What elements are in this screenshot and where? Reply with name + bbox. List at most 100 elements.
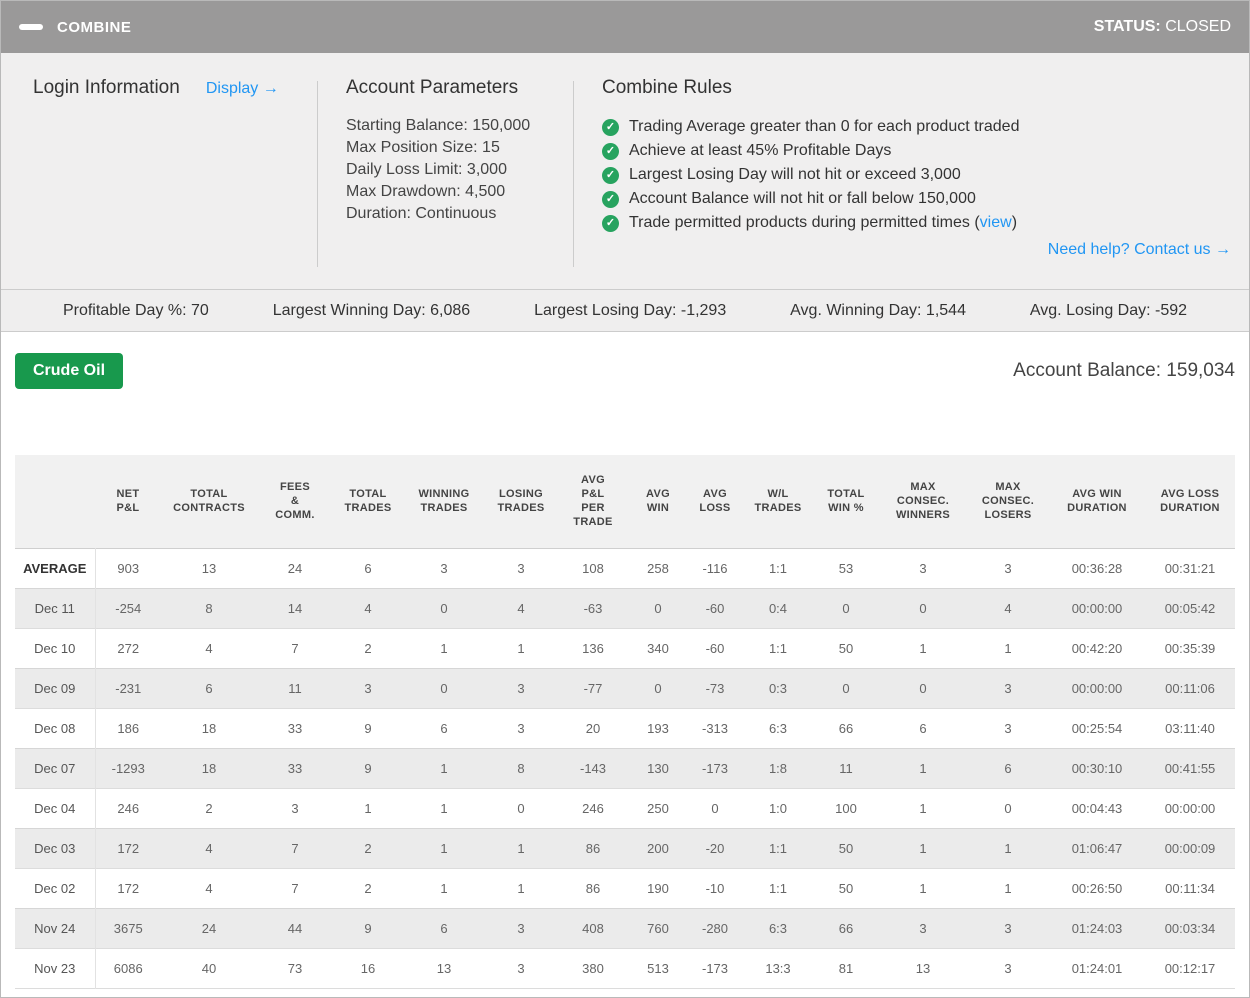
account-balance: Account Balance: 159,034 bbox=[1013, 360, 1235, 381]
table-cell: 40 bbox=[161, 947, 257, 988]
table-cell: 2 bbox=[161, 787, 257, 828]
table-cell: 100 bbox=[813, 787, 879, 828]
row-label: AVERAGE bbox=[15, 547, 96, 588]
contact-us-link[interactable]: Need help? Contact us → bbox=[1047, 241, 1231, 258]
table-cell: 24 bbox=[161, 907, 257, 948]
display-link[interactable]: Display → bbox=[205, 80, 279, 97]
table-cell: 1 bbox=[879, 747, 967, 788]
table-cell: 00:00:00 bbox=[1049, 667, 1145, 708]
column-header: TOTAL CONTRACTS bbox=[161, 455, 257, 548]
table-cell: 11 bbox=[813, 747, 879, 788]
table-cell: 3 bbox=[967, 947, 1049, 988]
table-cell: 3 bbox=[967, 907, 1049, 948]
column-header bbox=[15, 455, 95, 548]
window-title: COMBINE bbox=[57, 18, 132, 36]
combine-rule-item: ✓ Account Balance will not hit or fall be… bbox=[602, 187, 1233, 211]
check-icon: ✓ bbox=[602, 118, 619, 136]
table-cell: 0 bbox=[813, 587, 879, 628]
minimize-icon[interactable] bbox=[19, 24, 43, 30]
table-row: Dec 08 186 18 33 9 6 3 20 193 -313 6:3 66 6 3 00:25:54… bbox=[15, 707, 1235, 748]
table-cell: 1 bbox=[879, 867, 967, 908]
table-cell: 0 bbox=[967, 787, 1049, 828]
table-cell: 00:42:20 bbox=[1049, 627, 1145, 668]
table-row: AVERAGE 903 13 24 6 3 3 108 258 -116 1:1 53 3 3 00:36:… bbox=[15, 547, 1235, 588]
table-cell: 6 bbox=[879, 707, 967, 748]
table-cell: 01:24:01 bbox=[1049, 947, 1145, 988]
combine-rule-item: ✓ Achieve at least 45% Profitable Days bbox=[602, 139, 1233, 163]
account-parameters-heading: Account Parameters bbox=[346, 77, 519, 98]
table-row: Dec 02 172 4 7 2 1 1 86 190 -10 1:1 50 1 1 00:26:50 00:… bbox=[15, 867, 1235, 908]
table-cell: 1 bbox=[485, 867, 557, 908]
table-cell: 73 bbox=[257, 947, 333, 988]
table-cell: 3 bbox=[333, 667, 403, 708]
table-cell: 8 bbox=[161, 587, 257, 628]
table-cell: 8 bbox=[485, 747, 557, 788]
column-header: NET P&L bbox=[95, 455, 161, 548]
stat-item: Avg. Winning Day: 1,544 bbox=[790, 301, 966, 319]
product-tab-crude-oil[interactable]: Crude Oil bbox=[15, 353, 124, 389]
table-cell: 20 bbox=[557, 707, 629, 748]
table-cell: 2 bbox=[333, 827, 403, 868]
account-parameters-section: Account Parameters Starting Balance: 150… bbox=[318, 77, 573, 289]
stat-item: Largest Winning Day: 6,086 bbox=[272, 301, 471, 319]
check-icon: ✓ bbox=[602, 214, 619, 232]
table-cell: 00:00:00 bbox=[1145, 787, 1235, 828]
view-link[interactable]: view bbox=[979, 214, 1012, 231]
main-content: Crude Oil Account Balance: 159,034 NET P… bbox=[1, 353, 1249, 989]
table-cell: 3 bbox=[967, 667, 1049, 708]
table-cell: 0:3 bbox=[743, 667, 813, 708]
table-cell: 1 bbox=[485, 627, 557, 668]
table-cell: -60 bbox=[687, 587, 743, 628]
row-label: Dec 03 bbox=[15, 827, 96, 868]
table-cell: 3 bbox=[879, 547, 967, 588]
account-parameter-item: Daily Loss Limit: 3,000 bbox=[346, 161, 507, 178]
table-cell: 200 bbox=[629, 827, 687, 868]
table-cell: 246 bbox=[95, 787, 161, 828]
table-cell: -10 bbox=[687, 867, 743, 908]
table-cell: 6 bbox=[967, 747, 1049, 788]
table-cell: 53 bbox=[813, 547, 879, 588]
table-cell: 3 bbox=[485, 907, 557, 948]
table-cell: 00:12:17 bbox=[1145, 947, 1235, 988]
table-cell: 1:1 bbox=[743, 867, 813, 908]
table-cell: 33 bbox=[257, 707, 333, 748]
table-cell: 44 bbox=[257, 907, 333, 948]
daily-stats-table: NET P&L TOTAL CONTRACTS FEES & COMM. TOTAL … bbox=[15, 455, 1235, 989]
combine-rule-item: ✓ Trading Average greater than 0 for each… bbox=[602, 115, 1233, 139]
check-icon: ✓ bbox=[602, 190, 619, 208]
table-cell: 0 bbox=[879, 587, 967, 628]
table-cell: 1:8 bbox=[743, 747, 813, 788]
combine-rules-heading: Combine Rules bbox=[602, 77, 732, 98]
table-cell: 4 bbox=[967, 587, 1049, 628]
table-cell: 01:06:47 bbox=[1049, 827, 1145, 868]
table-cell: 3 bbox=[967, 707, 1049, 748]
table-row: Nov 23 6086 40 73 16 13 3 380 513 -173 13:3 81 13 3 01… bbox=[15, 947, 1235, 988]
stat-item: Avg. Losing Day: -592 bbox=[1029, 301, 1188, 319]
table-cell: 66 bbox=[813, 907, 879, 948]
table-cell: 9 bbox=[333, 747, 403, 788]
table-cell: 0 bbox=[629, 667, 687, 708]
column-header: AVG LOSS DURATION bbox=[1145, 455, 1235, 548]
table-cell: 4 bbox=[161, 867, 257, 908]
table-cell: 1:1 bbox=[743, 627, 813, 668]
table-cell: 1:1 bbox=[743, 547, 813, 588]
table-cell: 1 bbox=[967, 627, 1049, 668]
combine-rules-list: ✓ Trading Average greater than 0 for each… bbox=[602, 115, 1233, 235]
column-header: MAX CONSEC. WINNERS bbox=[879, 455, 967, 548]
table-cell: 2 bbox=[333, 627, 403, 668]
table-cell: 00:00:09 bbox=[1145, 827, 1235, 868]
column-header: TOTAL WIN % bbox=[813, 455, 879, 548]
account-parameter-item: Max Position Size: 15 bbox=[346, 139, 500, 156]
table-cell: 1 bbox=[879, 787, 967, 828]
table-cell: 0 bbox=[403, 667, 485, 708]
table-cell: 00:03:34 bbox=[1145, 907, 1235, 948]
stats-bar: Profitable Day %: 70 Largest Winning Day:… bbox=[1, 290, 1249, 332]
table-cell: 340 bbox=[629, 627, 687, 668]
table-cell: 03:11:40 bbox=[1145, 707, 1235, 748]
combine-rule-item: ✓ Largest Losing Day will not hit or exce… bbox=[602, 163, 1233, 187]
row-label: Dec 08 bbox=[15, 707, 96, 748]
table-cell: 3 bbox=[403, 547, 485, 588]
column-header: AVG WIN bbox=[629, 455, 687, 548]
combine-rule-text: Trade permitted products during permitte… bbox=[629, 214, 970, 231]
